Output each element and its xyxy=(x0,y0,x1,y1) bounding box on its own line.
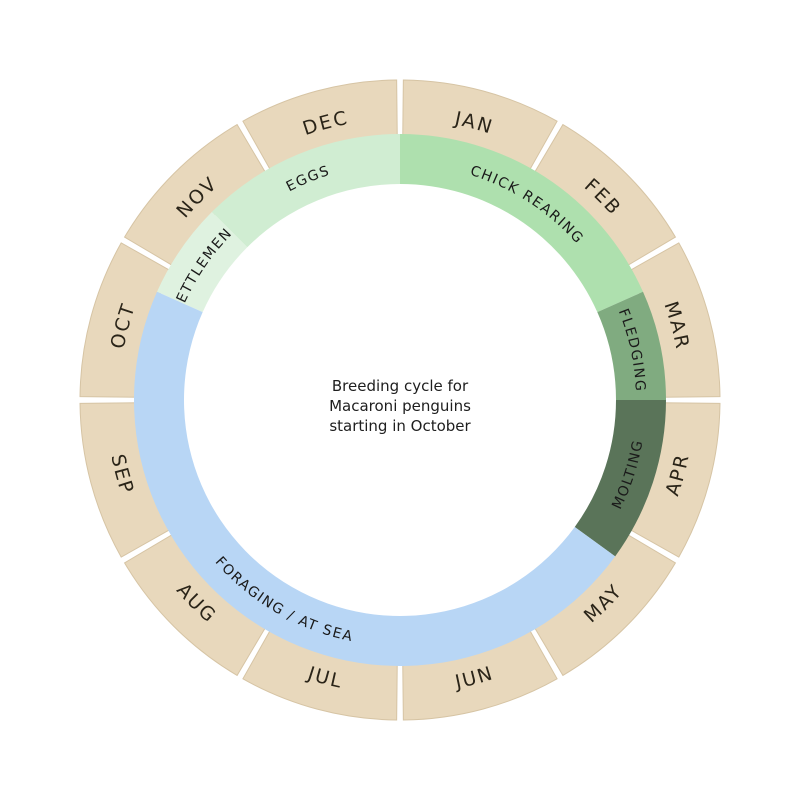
month-ring xyxy=(79,79,721,721)
phase-segment-chick-rearing xyxy=(400,134,644,313)
center-caption-line: Macaroni penguins xyxy=(329,397,471,415)
phase-segment-foraging-at-sea xyxy=(133,291,616,667)
center-caption-line: starting in October xyxy=(329,417,471,435)
phase-segment-molting xyxy=(574,400,666,557)
phase-segment-settlement xyxy=(156,211,248,313)
center-caption: Breeding cycle for Macaroni penguins sta… xyxy=(260,376,540,436)
phase-segment-fledging xyxy=(597,291,666,400)
phase-segment-eggs xyxy=(211,134,400,248)
center-caption-line: Breeding cycle for xyxy=(331,377,469,395)
phase-ring xyxy=(133,134,666,667)
